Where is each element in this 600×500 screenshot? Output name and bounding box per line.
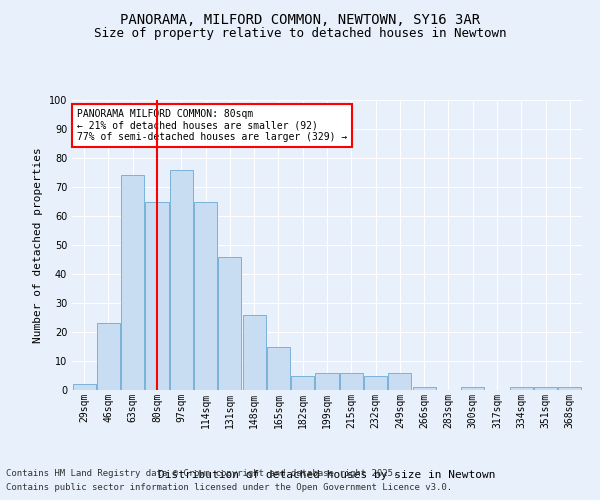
Bar (121, 176, 144, 390)
Bar (145, 202, 169, 390)
Bar (413, 387, 436, 390)
Y-axis label: Number of detached properties: Number of detached properties (33, 147, 43, 343)
Text: Size of property relative to detached houses in Newtown: Size of property relative to detached ho… (94, 28, 506, 40)
Bar (534, 387, 557, 390)
Bar (73, 384, 95, 390)
X-axis label: Distribution of detached houses by size in Newtown: Distribution of detached houses by size … (158, 470, 496, 480)
Bar (340, 372, 363, 390)
Text: Contains HM Land Registry data © Crown copyright and database right 2025.: Contains HM Land Registry data © Crown c… (6, 468, 398, 477)
Bar (291, 376, 314, 390)
Bar (461, 387, 484, 390)
Text: Contains public sector information licensed under the Open Government Licence v3: Contains public sector information licen… (6, 484, 452, 492)
Bar (97, 324, 120, 390)
Bar (559, 387, 581, 390)
Bar (218, 256, 241, 390)
Bar (388, 372, 412, 390)
Bar (316, 372, 338, 390)
Bar (364, 376, 387, 390)
Text: PANORAMA MILFORD COMMON: 80sqm
← 21% of detached houses are smaller (92)
77% of : PANORAMA MILFORD COMMON: 80sqm ← 21% of … (77, 108, 347, 142)
Bar (510, 387, 533, 390)
Bar (194, 202, 217, 390)
Text: PANORAMA, MILFORD COMMON, NEWTOWN, SY16 3AR: PANORAMA, MILFORD COMMON, NEWTOWN, SY16 … (120, 12, 480, 26)
Bar (242, 314, 266, 390)
Bar (267, 346, 290, 390)
Bar (170, 170, 193, 390)
